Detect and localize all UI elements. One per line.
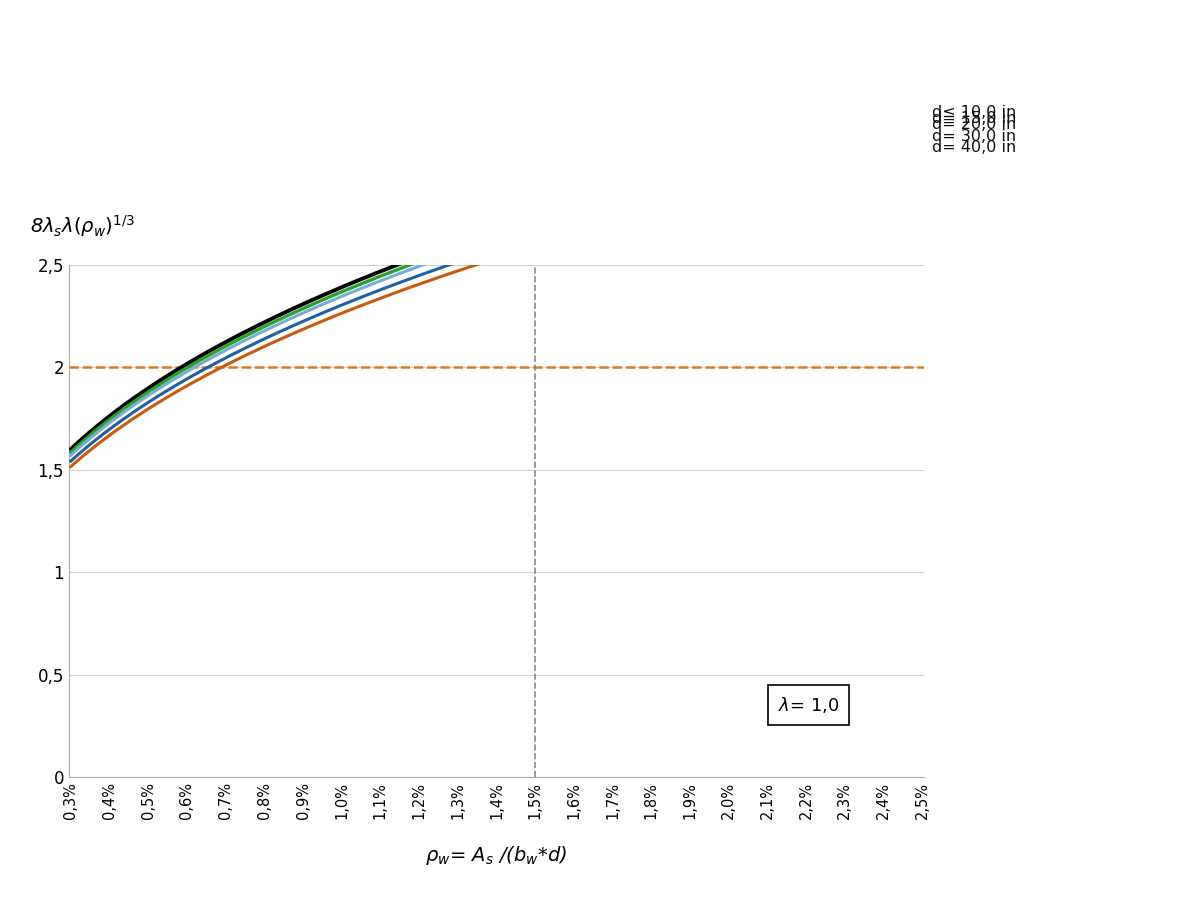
Text: 8$\lambda_s\lambda(\rho_w)^{1/3}$: 8$\lambda_s\lambda(\rho_w)^{1/3}$ (30, 213, 136, 239)
Text: d= 40,0 in: d= 40,0 in (932, 140, 1016, 155)
Text: d≤ 10,0 in: d≤ 10,0 in (932, 104, 1016, 120)
Text: $\lambda$= 1,0: $\lambda$= 1,0 (778, 696, 840, 716)
Text: d= 15,0 in: d= 15,0 in (932, 111, 1016, 126)
X-axis label: $\rho_w$= A$_s$ /(b$_w$*d): $\rho_w$= A$_s$ /(b$_w$*d) (426, 844, 568, 867)
Text: d= 20,0 in: d= 20,0 in (932, 117, 1016, 132)
Text: d= 30,0 in: d= 30,0 in (932, 129, 1016, 144)
